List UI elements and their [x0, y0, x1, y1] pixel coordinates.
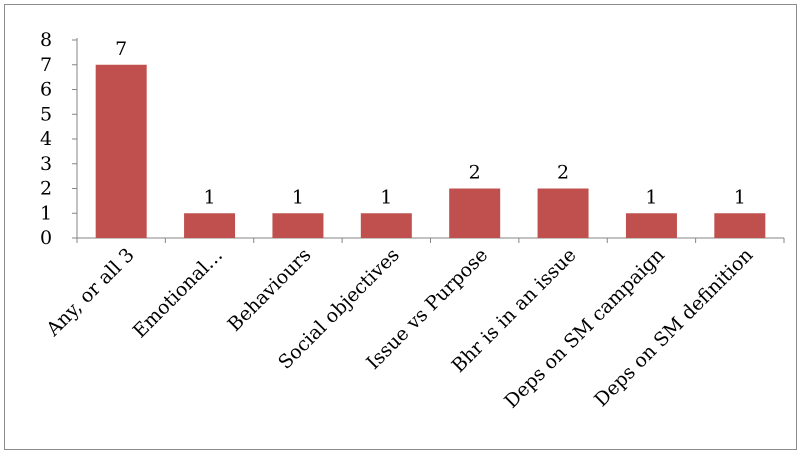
bar [272, 213, 324, 238]
x-category-label: Deps on SM definition [590, 244, 757, 411]
bar [537, 188, 589, 238]
y-tick-label: 5 [40, 103, 52, 125]
data-label: 1 [380, 186, 392, 208]
x-category-label: Emotional… [129, 244, 227, 342]
data-label: 1 [292, 186, 304, 208]
y-tick-label: 2 [40, 178, 52, 200]
data-label: 1 [204, 186, 216, 208]
bar [714, 213, 766, 238]
bar [184, 213, 236, 238]
data-label: 2 [557, 162, 569, 184]
y-tick-label: 8 [40, 29, 52, 51]
bar [360, 213, 412, 238]
y-tick-label: 7 [40, 54, 52, 76]
data-label: 1 [734, 186, 746, 208]
x-category-label: Deps on SM campaign [500, 244, 669, 413]
data-label: 7 [115, 38, 127, 60]
y-tick-label: 1 [40, 202, 52, 224]
data-label: 1 [645, 186, 657, 208]
x-category-label: Behaviours [223, 244, 315, 336]
y-tick-label: 3 [40, 153, 52, 175]
bar [95, 64, 147, 238]
chart-bars [95, 64, 766, 238]
y-tick-label: 0 [40, 227, 52, 249]
bar [449, 188, 501, 238]
y-tick-label: 6 [40, 79, 52, 101]
y-tick-label: 4 [40, 128, 52, 150]
x-category-label: Any, or all 3 [42, 244, 139, 341]
bar [625, 213, 677, 238]
data-label: 2 [469, 162, 481, 184]
